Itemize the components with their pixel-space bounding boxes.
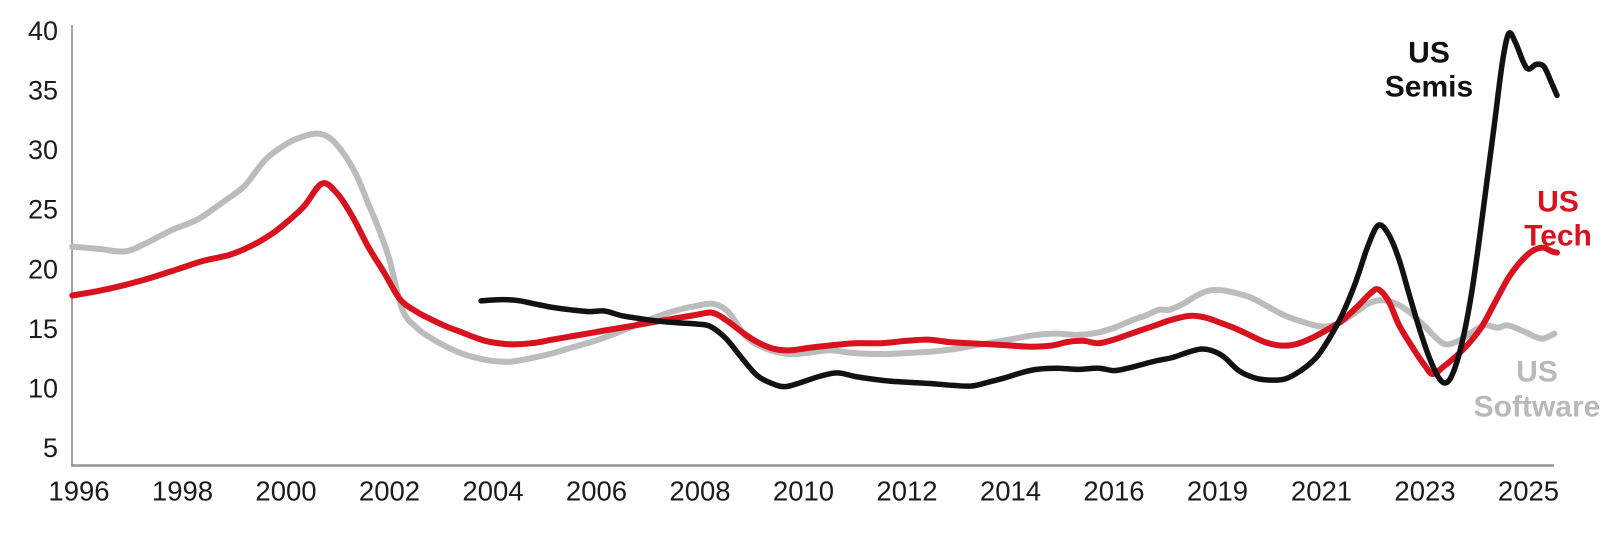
x-tick-label: 2004 [462,476,523,507]
y-tick-label: 35 [28,76,58,106]
us-semis-label-line-2: Semis [1385,71,1473,104]
y-tick-label: 10 [28,373,58,403]
x-tick-label: 2016 [1083,476,1144,507]
x-tick-label: 2025 [1498,476,1559,507]
y-tick-label: 20 [28,254,58,284]
x-tick-label: 2002 [359,476,420,507]
series-line-us-tech [69,180,1560,378]
us-tech-label-line-1: US [1537,186,1579,219]
x-tick-label: 2008 [669,476,730,507]
x-tick-label: 2023 [1394,476,1455,507]
x-tick-label: 2021 [1291,476,1352,507]
x-tick-label: 2000 [255,476,316,507]
x-tick-label: 2012 [876,476,937,507]
series-line-us-semis [478,30,1560,390]
us-software-label-line-1: US [1516,356,1558,389]
y-tick-label: 30 [28,135,58,165]
y-tick-label: 40 [28,16,58,46]
us-tech-label-line-2: Tech [1524,220,1592,253]
x-tick-label: 1996 [48,476,109,507]
y-tick-label: 5 [43,433,58,463]
us-software-label-line-2: Software [1474,391,1601,424]
x-tick-label: 2006 [566,476,627,507]
us-semis-label-line-1: US [1408,37,1450,70]
x-tick-label: 1998 [152,476,213,507]
y-tick-label: 25 [28,195,58,225]
y-tick-label: 15 [28,314,58,344]
x-tick-label: 2014 [980,476,1041,507]
x-tick-label: 2019 [1187,476,1248,507]
x-tick-label: 2010 [773,476,834,507]
series-line-us-software [69,130,1558,365]
